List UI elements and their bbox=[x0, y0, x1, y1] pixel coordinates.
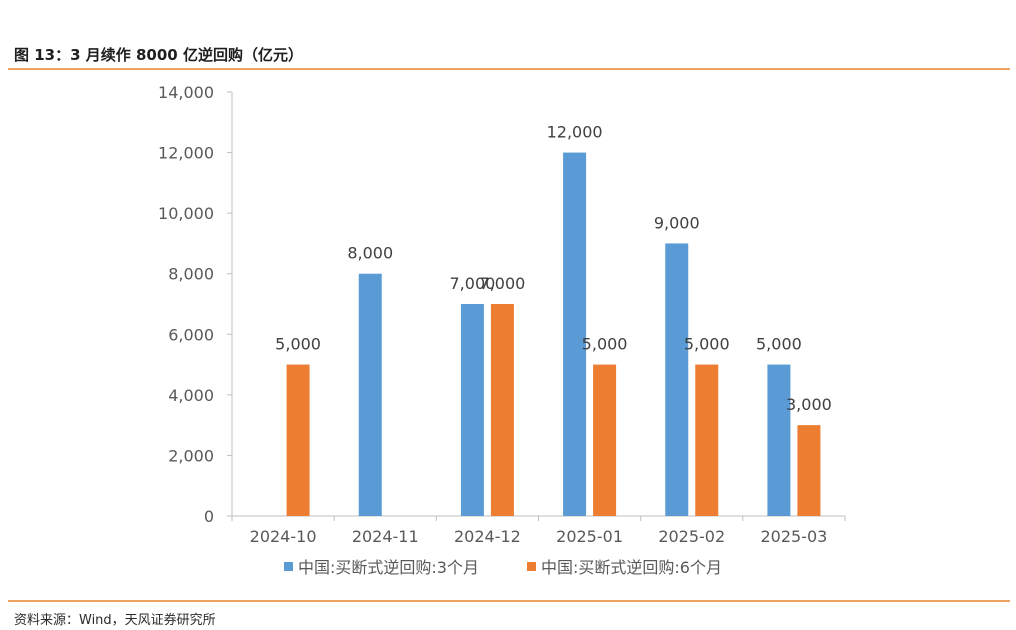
bar-6m bbox=[695, 364, 719, 516]
x-tick-label: 2025-01 bbox=[556, 527, 623, 546]
data-label: 12,000 bbox=[547, 123, 603, 142]
data-label: 9,000 bbox=[654, 213, 700, 232]
legend-swatch bbox=[527, 562, 536, 571]
bar-3m bbox=[358, 273, 382, 516]
bar-3m bbox=[665, 243, 689, 516]
bar-6m bbox=[797, 425, 821, 516]
y-tick-label: 0 bbox=[204, 507, 214, 526]
data-label: 7,000 bbox=[480, 274, 526, 293]
bar-chart: 02,0004,0006,0008,00010,00012,00014,000 … bbox=[158, 83, 846, 577]
data-label: 5,000 bbox=[275, 335, 321, 354]
data-label: 3,000 bbox=[786, 395, 832, 414]
legend-label: 中国:买断式逆回购:3个月 bbox=[298, 558, 479, 577]
x-tick-label: 2024-11 bbox=[352, 527, 419, 546]
y-tick-label: 8,000 bbox=[168, 265, 214, 284]
bar-3m bbox=[563, 152, 587, 517]
data-label: 5,000 bbox=[582, 335, 628, 354]
footer-divider bbox=[8, 600, 1010, 602]
bar-3m bbox=[460, 304, 484, 516]
y-tick-label: 2,000 bbox=[168, 446, 214, 465]
data-label: 8,000 bbox=[347, 244, 393, 263]
y-tick-label: 10,000 bbox=[158, 204, 214, 223]
y-tick-label: 6,000 bbox=[168, 325, 214, 344]
legend: 中国:买断式逆回购:3个月 中国:买断式逆回购:6个月 bbox=[284, 558, 722, 577]
title-divider bbox=[8, 68, 1010, 70]
x-tick-label: 2025-03 bbox=[760, 527, 827, 546]
y-tick-label: 4,000 bbox=[168, 386, 214, 405]
data-label: 5,000 bbox=[684, 335, 730, 354]
bar-6m bbox=[593, 364, 617, 516]
data-label: 5,000 bbox=[756, 335, 802, 354]
bar-6m bbox=[490, 304, 514, 516]
bar-3m bbox=[767, 364, 791, 516]
legend-swatch bbox=[284, 562, 293, 571]
y-tick-label: 14,000 bbox=[158, 83, 214, 102]
bar-6m bbox=[286, 364, 310, 516]
x-tick-label: 2025-02 bbox=[658, 527, 725, 546]
x-tick-label: 2024-10 bbox=[250, 527, 317, 546]
bars bbox=[286, 152, 821, 517]
legend-label: 中国:买断式逆回购:6个月 bbox=[541, 558, 722, 577]
source-note: 资料来源：Wind，天风证券研究所 bbox=[14, 613, 216, 628]
data-label: 7,000 bbox=[450, 274, 496, 293]
x-axis: 2024-10 2024-11 2024-12 2025-01 2025-02 2025-… bbox=[231, 515, 846, 546]
figure-title: 图 13：3 月续作 8000 亿逆回购（亿元） bbox=[14, 46, 303, 64]
y-tick-label: 12,000 bbox=[158, 144, 214, 163]
x-tick-label: 2024-12 bbox=[454, 527, 521, 546]
y-axis: 0 2,000 4,000 6,000 8,000 10,000 12,000 14,000 bbox=[158, 83, 233, 526]
